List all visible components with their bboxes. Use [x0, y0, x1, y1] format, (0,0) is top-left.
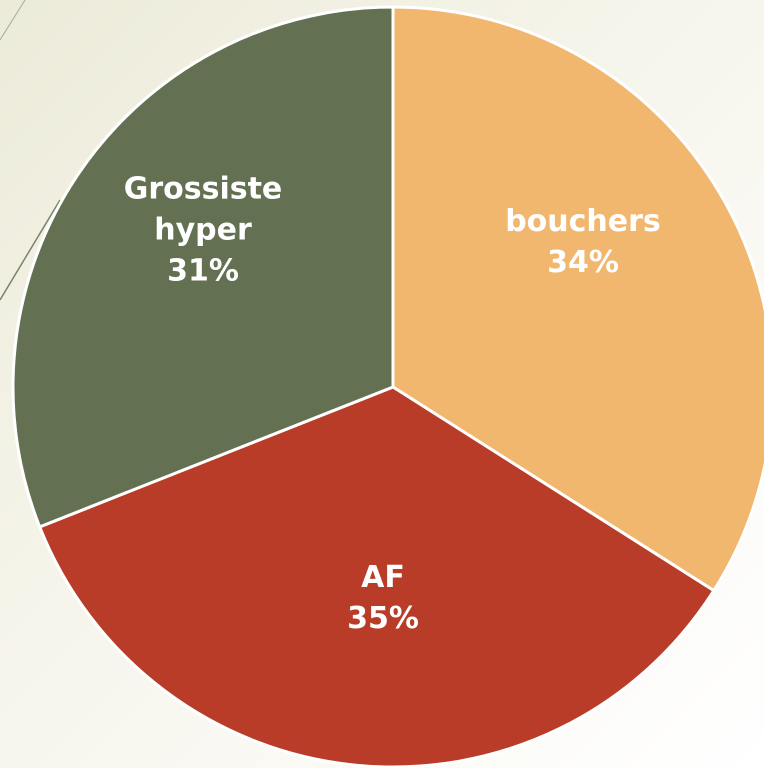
pie-slice [11, 5, 395, 529]
category-label: bouchers [505, 204, 661, 239]
category-label: Grossiste hyper [123, 171, 283, 248]
pie-slice [37, 385, 716, 768]
value-label: 31% [167, 253, 239, 289]
decor-line [0, 199, 61, 301]
value-label: 34% [547, 245, 619, 280]
value-label: 35% [347, 601, 419, 636]
decor-line [0, 0, 26, 41]
slice-label: AF 35% [288, 557, 478, 639]
slice-label: bouchers 34% [488, 201, 678, 283]
slice-label: Grossiste hyper 31% [118, 169, 288, 292]
category-label: AF [361, 560, 405, 595]
